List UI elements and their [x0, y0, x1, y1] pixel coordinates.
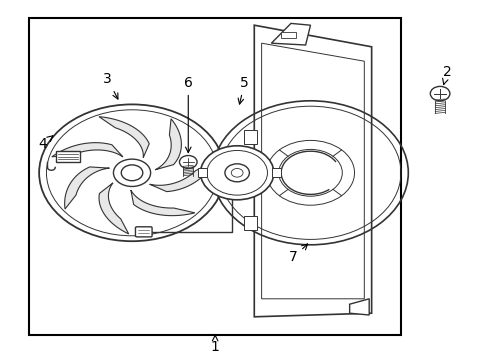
Bar [272, 168, 281, 177]
Text: 2: 2 [442, 65, 451, 85]
Bar [244, 216, 256, 230]
Polygon shape [131, 190, 195, 216]
Polygon shape [52, 143, 122, 157]
Polygon shape [349, 299, 368, 315]
Circle shape [206, 150, 267, 195]
Circle shape [39, 104, 224, 241]
Polygon shape [155, 119, 181, 170]
Bar [29, 18, 400, 335]
Text: 5: 5 [238, 76, 248, 104]
Circle shape [224, 164, 249, 182]
Circle shape [429, 86, 449, 101]
Text: 4: 4 [39, 136, 53, 151]
Polygon shape [64, 167, 109, 209]
Circle shape [121, 165, 142, 181]
Polygon shape [99, 117, 149, 158]
Circle shape [179, 156, 197, 168]
Polygon shape [56, 151, 80, 162]
Bar [198, 168, 206, 177]
Text: 1: 1 [210, 335, 219, 354]
Polygon shape [99, 183, 128, 234]
Polygon shape [254, 25, 371, 317]
Circle shape [231, 168, 243, 177]
Text: 3: 3 [103, 72, 118, 99]
Bar [281, 32, 295, 38]
FancyBboxPatch shape [135, 227, 152, 237]
Text: 6: 6 [183, 76, 192, 153]
Text: 7: 7 [288, 244, 307, 264]
Circle shape [200, 146, 273, 200]
Bar [244, 130, 256, 144]
Polygon shape [149, 162, 213, 192]
Circle shape [113, 159, 150, 186]
Polygon shape [271, 23, 310, 45]
